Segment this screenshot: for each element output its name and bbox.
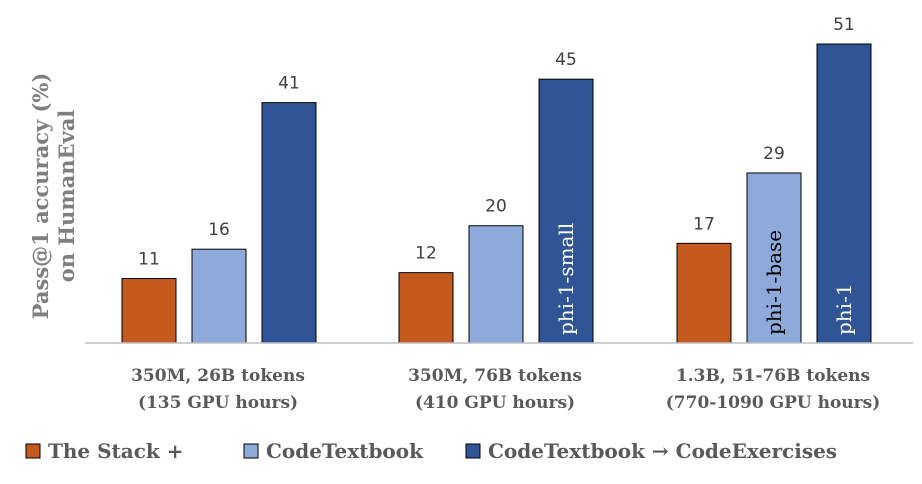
y-axis-title: Pass@1 accuracy (%)on HumanEval bbox=[28, 73, 79, 320]
bar bbox=[398, 272, 454, 344]
legend-swatch bbox=[243, 443, 259, 459]
bar bbox=[468, 225, 524, 344]
bar-value-label: 16 bbox=[208, 220, 230, 240]
bar-value-label: 45 bbox=[555, 50, 577, 70]
bar-value-label: 41 bbox=[278, 74, 300, 94]
category-label: 350M, 26B tokens bbox=[131, 366, 305, 386]
category-label: (135 GPU hours) bbox=[138, 393, 298, 413]
bar-model-label: phi-1-base bbox=[762, 230, 786, 335]
bar-value-label: 51 bbox=[833, 15, 855, 35]
legend-label: The Stack + bbox=[48, 439, 184, 463]
bar-value-label: 29 bbox=[763, 144, 785, 164]
x-axis-categories: 350M, 26B tokens (135 GPU hours) 350M, 76B… bbox=[131, 366, 880, 413]
bar-value-label: 17 bbox=[693, 214, 715, 234]
bar bbox=[816, 43, 872, 344]
y-axis-title-line: Pass@1 accuracy (%) bbox=[28, 73, 53, 320]
bar-value-label: 11 bbox=[138, 250, 160, 270]
category-label: (770-1090 GPU hours) bbox=[666, 393, 881, 413]
y-axis-label: Pass@1 accuracy (%)on HumanEval bbox=[28, 73, 79, 320]
category-label: 350M, 76B tokens bbox=[408, 366, 582, 386]
bar-model-label: phi-1 bbox=[832, 283, 856, 335]
bar bbox=[191, 248, 247, 344]
bar-value-label: 20 bbox=[485, 197, 507, 217]
bar-model-label: phi-1-small bbox=[554, 223, 578, 335]
legend-swatch bbox=[25, 443, 41, 459]
bar bbox=[121, 278, 177, 344]
legend-label: CodeTextbook bbox=[266, 439, 424, 463]
bar bbox=[676, 242, 732, 344]
bar bbox=[746, 172, 802, 344]
category-label: 1.3B, 51-76B tokens bbox=[676, 366, 870, 386]
legend-swatch bbox=[465, 443, 481, 459]
bar bbox=[538, 78, 594, 344]
bar bbox=[261, 102, 317, 344]
y-axis-title-line: on HumanEval bbox=[54, 110, 79, 283]
legend: The Stack + CodeTextbook CodeTextbook → Co… bbox=[25, 439, 837, 463]
category-label: (410 GPU hours) bbox=[415, 393, 575, 413]
legend-label: CodeTextbook → CodeExercises bbox=[488, 439, 837, 463]
bar-value-label: 12 bbox=[415, 244, 437, 264]
bars: 11 12 17 16 20 29 phi-1-base 41 45 phi-1-small 51 p… bbox=[121, 15, 872, 344]
